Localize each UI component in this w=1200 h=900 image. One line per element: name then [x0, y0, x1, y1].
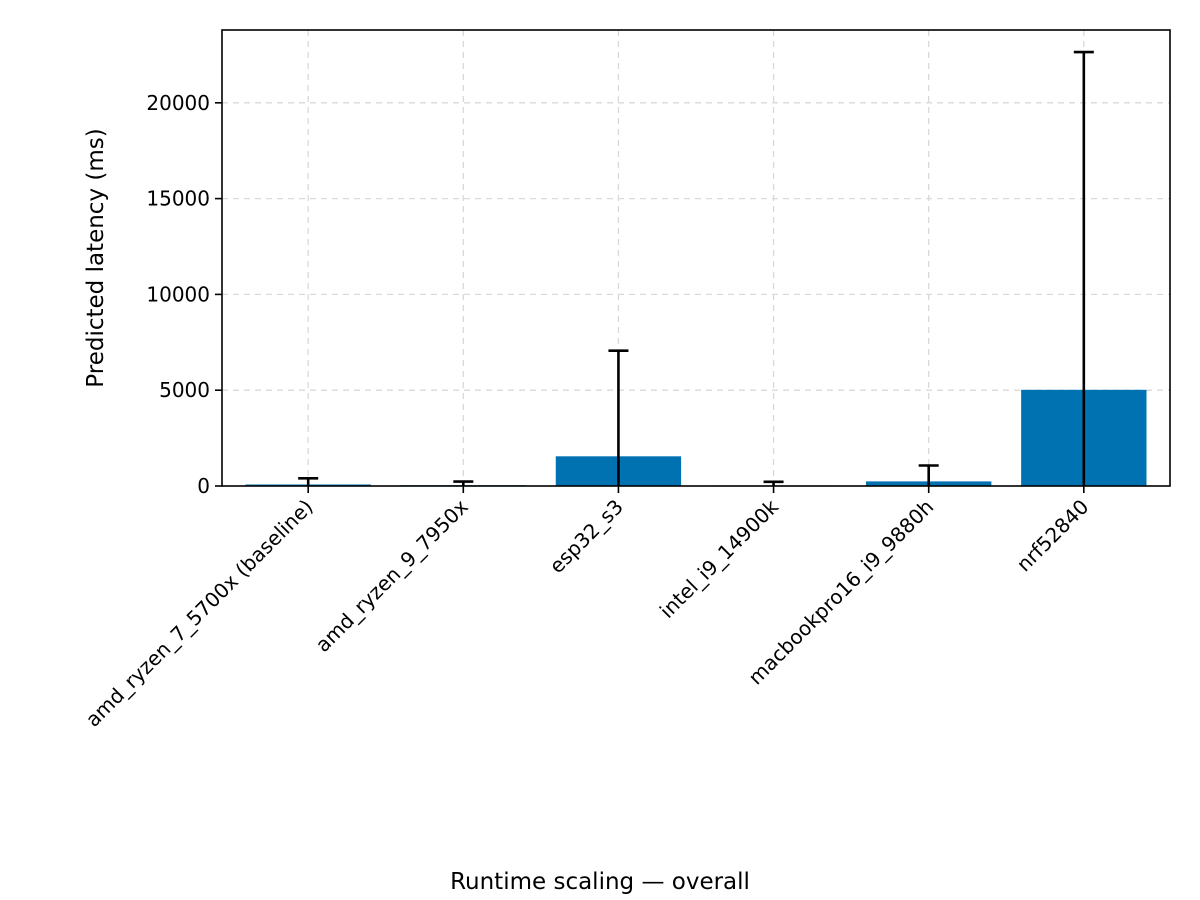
x-tick-label: esp32_s3 [545, 495, 628, 578]
chart-title: Runtime scaling — overall [450, 869, 750, 895]
y-tick-label: 0 [197, 474, 210, 498]
bars-layer [245, 389, 1147, 486]
y-axis-ticks: 0 5000 10000 15000 20000 [146, 91, 222, 498]
error-bars-layer [298, 50, 1094, 486]
y-tick-label: 5000 [159, 378, 210, 402]
y-tick-label: 20000 [146, 91, 210, 115]
x-tick-label: macbookpro16_i9_9880h [743, 495, 938, 690]
y-tick-label: 10000 [146, 282, 210, 306]
x-tick-label: nrf52840 [1012, 495, 1094, 577]
y-axis-label: Predicted latency (ms) [83, 128, 109, 387]
x-tick-label: amd_ryzen_9_7950x [311, 494, 473, 656]
x-tick-label: amd_ryzen_7_5700x (baseline) [81, 495, 318, 732]
x-axis-ticks: amd_ryzen_7_5700x (baseline)amd_ryzen_9_… [81, 486, 1094, 732]
plot-frame [221, 29, 1171, 487]
x-tick-label: intel_i9_14900k [655, 494, 784, 623]
y-tick-label: 15000 [146, 187, 210, 211]
